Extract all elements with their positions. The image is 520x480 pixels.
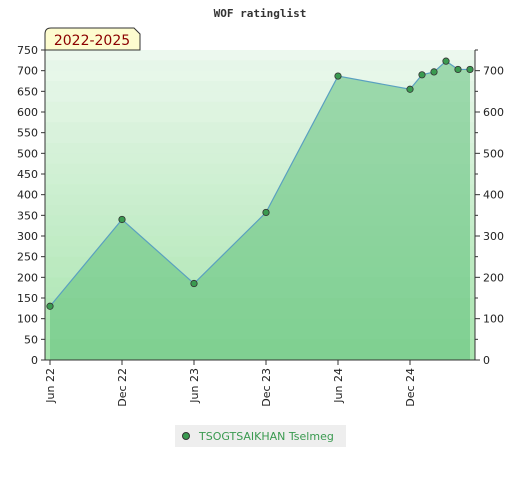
y-tick-label-right: 600: [483, 106, 504, 119]
date-range-label: 2022-2025: [54, 33, 130, 49]
legend-box: [175, 425, 346, 447]
data-point: [406, 85, 414, 93]
y-tick-label-right: 400: [483, 189, 504, 202]
y-tick-label-left: 600: [17, 106, 38, 119]
background-band: [45, 163, 475, 175]
y-tick-label-left: 750: [17, 44, 38, 57]
x-tick-label: Jun 22: [44, 368, 57, 404]
data-point: [466, 65, 474, 74]
data-point: [418, 71, 426, 79]
y-tick-label-left: 50: [24, 333, 38, 346]
area-fill: [50, 61, 470, 360]
x-tick-label: Dec 22: [116, 368, 129, 407]
x-tick-label: Dec 23: [260, 368, 273, 407]
background-band: [45, 50, 475, 61]
y-tick-label-left: 400: [17, 189, 38, 202]
y-tick-label-left: 550: [17, 127, 38, 140]
background-band: [45, 122, 475, 134]
legend: TSOGTSAIKHAN Tselmeg: [175, 425, 346, 447]
background-band: [45, 70, 475, 82]
background-band: [45, 194, 475, 206]
data-point: [442, 57, 450, 65]
y-tick-label-right: 0: [483, 354, 490, 367]
y-tick-label-left: 450: [17, 168, 38, 181]
y-tick-label-left: 300: [17, 230, 38, 243]
y-tick-label-right: 200: [483, 271, 504, 284]
y-tick-label-left: 250: [17, 251, 38, 264]
badge-shape: [44, 27, 141, 51]
data-point: [454, 65, 462, 74]
y-tick-label-right: 100: [483, 313, 504, 326]
axes: 0 50 100 150 200 250 300 350 400 450 500 550 600 650 7…: [17, 44, 504, 407]
data-point: [334, 72, 342, 80]
date-range-badge: 2022-2025: [44, 27, 141, 51]
background-band: [45, 112, 475, 123]
background-band: [45, 60, 475, 72]
y-tick-label-right: 300: [483, 230, 504, 243]
y-tick-label-left: 100: [17, 313, 38, 326]
y-tick-label-right: 700: [483, 65, 504, 78]
legend-series-label: TSOGTSAIKHAN Tselmeg: [198, 430, 334, 443]
data-point: [118, 215, 126, 224]
background-band: [45, 184, 475, 196]
data-markers: [46, 57, 474, 310]
x-tick-label: Jun 24: [332, 368, 345, 404]
data-point: [430, 68, 438, 76]
background-band: [45, 132, 475, 144]
y-tick-label-left: 150: [17, 292, 38, 305]
y-tick-label-left: 700: [17, 65, 38, 78]
background-band: [45, 174, 475, 185]
y-tick-label-left: 650: [17, 85, 38, 98]
chart-title: WOF ratinglist: [214, 7, 307, 20]
data-point: [262, 208, 270, 217]
background-band: [45, 91, 475, 103]
background-band: [45, 101, 475, 113]
x-tick-label: Jun 23: [188, 368, 201, 404]
x-tick-label: Dec 24: [404, 368, 417, 407]
y-tick-label-right: 500: [483, 147, 504, 160]
y-tick-label-left: 500: [17, 147, 38, 160]
y-tick-label-left: 200: [17, 271, 38, 284]
background-band: [45, 143, 475, 154]
legend-marker-icon: [182, 432, 190, 440]
background-band: [45, 205, 475, 216]
data-point: [46, 302, 54, 310]
background-band: [45, 81, 475, 92]
y-tick-label-left: 350: [17, 209, 38, 222]
data-point: [190, 279, 198, 288]
background-band: [45, 153, 475, 165]
y-tick-label-left: 0: [31, 354, 38, 367]
